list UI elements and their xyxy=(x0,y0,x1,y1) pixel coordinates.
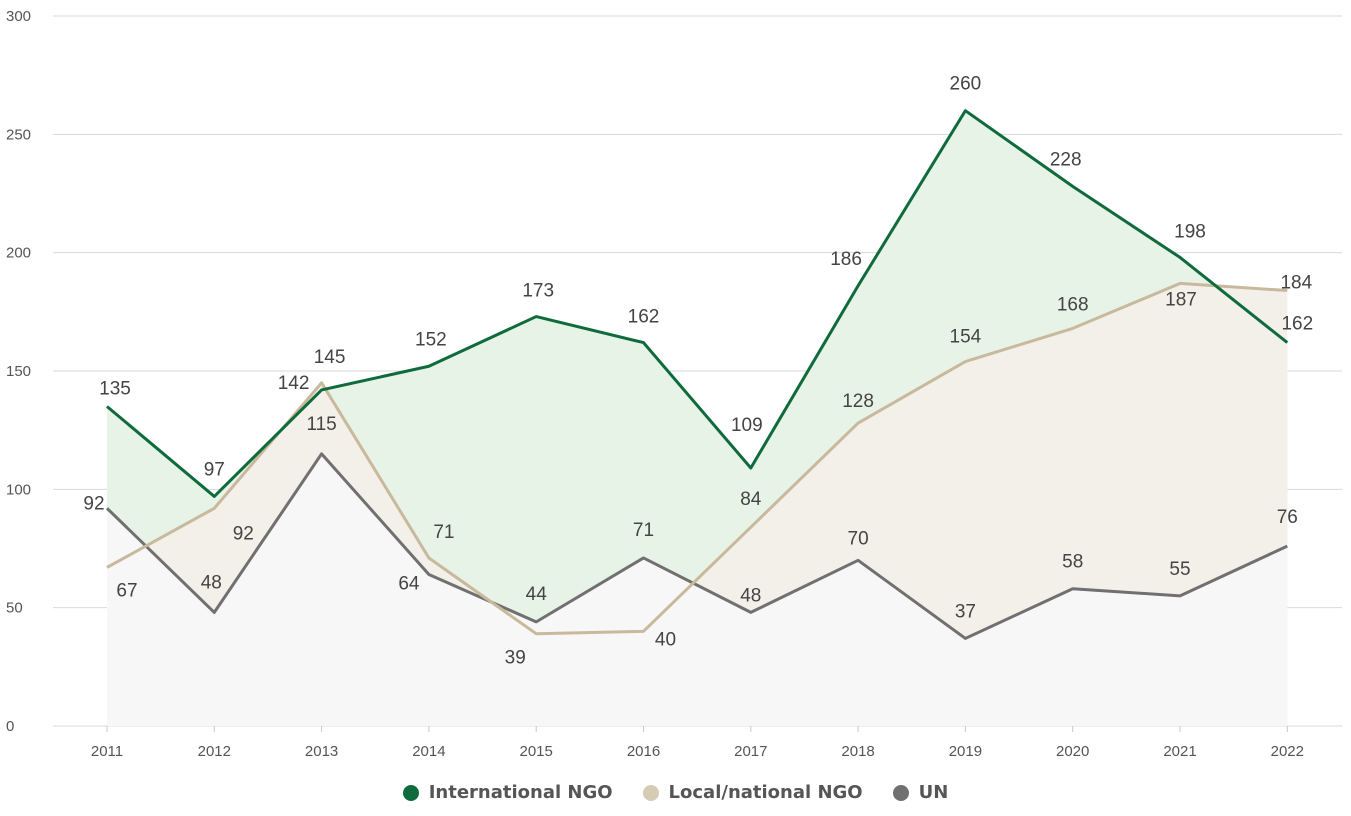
data-label-local-national-ngo: 154 xyxy=(950,327,982,348)
axes: 0 50 100 150 200 250 300 2011 2012 2013 2014 2015 20… xyxy=(6,8,1304,760)
x-tick-label: 2015 xyxy=(520,743,553,760)
data-label-un: 48 xyxy=(740,585,761,606)
x-tick-label: 2021 xyxy=(1163,743,1196,760)
data-label-un: 92 xyxy=(83,493,104,514)
data-label-local-national-ngo: 39 xyxy=(505,648,526,669)
x-tick-label: 2016 xyxy=(627,743,660,760)
area-fill-2 xyxy=(107,453,1288,726)
legend-item-international-ngo[interactable]: International NGO xyxy=(402,782,613,803)
legend-label-international-ngo: International NGO xyxy=(428,782,613,803)
data-label-un: 71 xyxy=(633,520,654,541)
series-lines xyxy=(105,109,1289,640)
y-tick-label: 50 xyxy=(6,600,23,617)
data-label-un: 58 xyxy=(1062,552,1083,573)
legend-label-un: UN xyxy=(918,782,949,803)
data-label-un: 37 xyxy=(955,601,976,622)
data-label-international-ngo: 260 xyxy=(950,74,982,95)
data-label-un: 55 xyxy=(1169,559,1190,580)
data-label-un: 115 xyxy=(306,414,336,435)
data-label-local-national-ngo: 145 xyxy=(314,347,346,368)
x-tick-label: 2013 xyxy=(305,743,338,760)
data-label-international-ngo: 142 xyxy=(278,373,310,394)
y-tick-label: 0 xyxy=(6,718,14,735)
x-tick-label: 2019 xyxy=(949,743,982,760)
legend: International NGO Local/national NGO UN xyxy=(0,782,1351,803)
data-label-un: 48 xyxy=(201,572,222,593)
data-label-local-national-ngo: 184 xyxy=(1280,273,1312,294)
series-line-1 xyxy=(106,281,1288,636)
series-line-2 xyxy=(105,452,1288,640)
data-label-international-ngo: 186 xyxy=(830,249,862,270)
y-tick-label: 150 xyxy=(6,363,31,380)
data-label-international-ngo: 135 xyxy=(99,379,131,400)
legend-marker-international-ngo xyxy=(402,784,419,801)
legend-marker-un xyxy=(892,784,909,801)
legend-label-local-national-ngo: Local/national NGO xyxy=(668,782,863,803)
data-label-international-ngo: 162 xyxy=(1281,314,1313,335)
data-label-local-national-ngo: 67 xyxy=(116,580,137,601)
x-tick-label: 2011 xyxy=(91,743,123,760)
data-label-local-national-ngo: 187 xyxy=(1165,289,1197,310)
legend-item-un[interactable]: UN xyxy=(892,782,949,803)
data-label-un: 70 xyxy=(848,528,869,549)
y-tick-label: 300 xyxy=(6,8,31,25)
data-label-international-ngo: 152 xyxy=(415,329,447,350)
data-labels: 135 97 142 152 173 162 109 186 260 228 198 162 67 92 1… xyxy=(83,74,1313,669)
y-tick-label: 200 xyxy=(6,245,31,262)
data-label-local-national-ngo: 40 xyxy=(655,629,676,650)
data-label-international-ngo: 97 xyxy=(204,459,225,480)
x-tick-label: 2020 xyxy=(1056,743,1089,760)
data-label-international-ngo: 173 xyxy=(522,281,554,302)
data-label-international-ngo: 162 xyxy=(628,307,660,328)
legend-marker-local-national-ngo xyxy=(642,784,659,801)
data-label-un: 64 xyxy=(398,574,420,595)
data-label-international-ngo: 109 xyxy=(731,415,763,436)
x-tick-label: 2012 xyxy=(198,743,231,760)
x-tick-label: 2022 xyxy=(1271,743,1304,760)
data-label-local-national-ngo: 128 xyxy=(842,391,874,412)
data-label-international-ngo: 228 xyxy=(1050,149,1082,170)
y-tick-label: 100 xyxy=(6,481,31,498)
data-label-local-national-ngo: 168 xyxy=(1057,294,1089,315)
x-tick-label: 2014 xyxy=(412,743,445,760)
data-label-local-national-ngo: 71 xyxy=(433,522,454,543)
series-line-0 xyxy=(106,109,1289,498)
y-tick-label: 250 xyxy=(6,126,31,143)
data-label-un: 44 xyxy=(526,584,548,605)
data-label-local-national-ngo: 92 xyxy=(233,523,254,544)
legend-item-local-national-ngo[interactable]: Local/national NGO xyxy=(642,782,863,803)
x-tick-label: 2018 xyxy=(841,743,874,760)
data-label-international-ngo: 198 xyxy=(1174,221,1206,242)
area-fills xyxy=(107,110,1288,726)
data-label-local-national-ngo: 84 xyxy=(740,489,762,510)
data-label-un: 76 xyxy=(1277,507,1298,528)
x-tick-label: 2017 xyxy=(734,743,767,760)
